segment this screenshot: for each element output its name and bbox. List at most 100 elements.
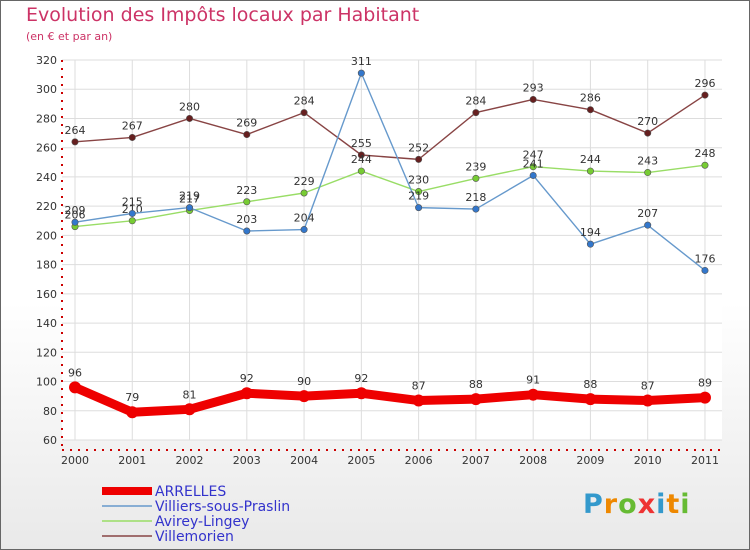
data-label: 194: [580, 226, 601, 239]
data-point: [126, 406, 139, 419]
data-label: 96: [68, 366, 82, 379]
data-point: [644, 129, 652, 137]
x-tick-label: 2003: [233, 454, 261, 467]
x-tick-label: 2007: [462, 454, 490, 467]
data-point: [472, 205, 480, 213]
data-label: 204: [294, 212, 315, 225]
series-line-avirey-lingey: [74, 164, 706, 228]
data-point: [300, 189, 308, 197]
chart-title: Evolution des Impôts locaux par Habitant: [26, 4, 420, 26]
data-label: 284: [294, 95, 315, 108]
data-point: [243, 131, 251, 139]
data-point: [415, 188, 423, 196]
data-label: 243: [637, 155, 658, 168]
x-tick-label: 2009: [576, 454, 604, 467]
data-point: [529, 171, 537, 179]
data-point: [529, 163, 537, 171]
series-line-arrelles: [70, 382, 710, 417]
legend-label: Avirey-Lingey: [155, 514, 249, 530]
data-point: [529, 95, 537, 103]
data-label: 81: [183, 388, 197, 401]
data-label: 207: [637, 207, 658, 220]
data-point: [584, 393, 597, 406]
data-label: 252: [408, 141, 429, 154]
data-point: [469, 393, 482, 406]
data-point: [300, 226, 308, 234]
data-point: [701, 266, 709, 274]
data-label: 284: [465, 95, 486, 108]
data-point: [701, 91, 709, 99]
data-label: 219: [179, 190, 200, 203]
data-label: 267: [122, 119, 143, 132]
data-label: 87: [641, 380, 655, 393]
y-tick-label: 300: [36, 83, 57, 96]
data-point: [69, 381, 81, 394]
data-label: 311: [351, 55, 372, 68]
data-point: [641, 394, 654, 407]
series-line-villemorien: [74, 94, 706, 161]
data-point: [128, 217, 136, 225]
data-point: [355, 387, 368, 400]
data-point: [472, 174, 480, 182]
y-tick-label: 320: [36, 54, 57, 67]
chart-subtitle: (en € et par an): [26, 30, 113, 43]
data-point: [357, 69, 365, 77]
data-label: 229: [294, 175, 315, 188]
data-label: 88: [469, 378, 483, 391]
data-label: 219: [408, 190, 429, 203]
data-label: 280: [179, 100, 200, 113]
x-tick-label: 2006: [405, 454, 433, 467]
data-point: [240, 387, 253, 400]
y-tick-label: 260: [36, 142, 57, 155]
data-label: 92: [354, 372, 368, 385]
data-point: [183, 403, 196, 416]
x-tick-label: 2011: [691, 454, 719, 467]
data-point: [698, 391, 711, 404]
data-point: [71, 138, 79, 146]
logo-letter: t: [666, 489, 681, 520]
data-label: 87: [412, 380, 426, 393]
proxiti-logo: Proxiti: [583, 489, 691, 520]
logo-letter: i: [656, 489, 667, 520]
data-point: [412, 394, 425, 407]
data-point: [128, 209, 136, 217]
data-label: 244: [351, 153, 372, 166]
y-tick-label: 180: [36, 259, 57, 272]
data-label: 209: [65, 204, 86, 217]
data-point: [128, 133, 136, 141]
series-line-villiers-sous-praslin: [74, 72, 706, 272]
y-tick-label: 60: [43, 434, 57, 447]
data-label: 215: [122, 195, 143, 208]
data-label: 264: [65, 124, 86, 137]
data-point: [357, 151, 365, 159]
data-label: 230: [408, 174, 429, 187]
logo-letter: o: [618, 489, 638, 520]
logo-letter: P: [583, 489, 604, 520]
x-tick-label: 2010: [634, 454, 662, 467]
x-tick-label: 2001: [118, 454, 146, 467]
data-label: 269: [236, 117, 257, 130]
y-tick-label: 140: [36, 317, 57, 330]
data-label: 89: [698, 377, 712, 390]
data-point: [186, 204, 194, 212]
plot-area: [62, 60, 722, 440]
data-label: 176: [694, 252, 715, 265]
data-point: [415, 155, 423, 163]
data-point: [71, 218, 79, 226]
data-label: 203: [236, 213, 257, 226]
data-label: 255: [351, 137, 372, 150]
data-label: 286: [580, 92, 601, 105]
data-label: 244: [580, 153, 601, 166]
data-point: [586, 106, 594, 114]
data-point: [701, 161, 709, 169]
y-tick-label: 200: [36, 229, 57, 242]
data-label: 79: [125, 391, 139, 404]
x-tick-label: 2004: [290, 454, 318, 467]
x-tick-label: 2000: [61, 454, 89, 467]
data-point: [298, 390, 311, 403]
data-label: 90: [297, 375, 311, 388]
data-point: [300, 109, 308, 117]
data-label: 293: [523, 81, 544, 94]
data-label: 296: [694, 77, 715, 90]
